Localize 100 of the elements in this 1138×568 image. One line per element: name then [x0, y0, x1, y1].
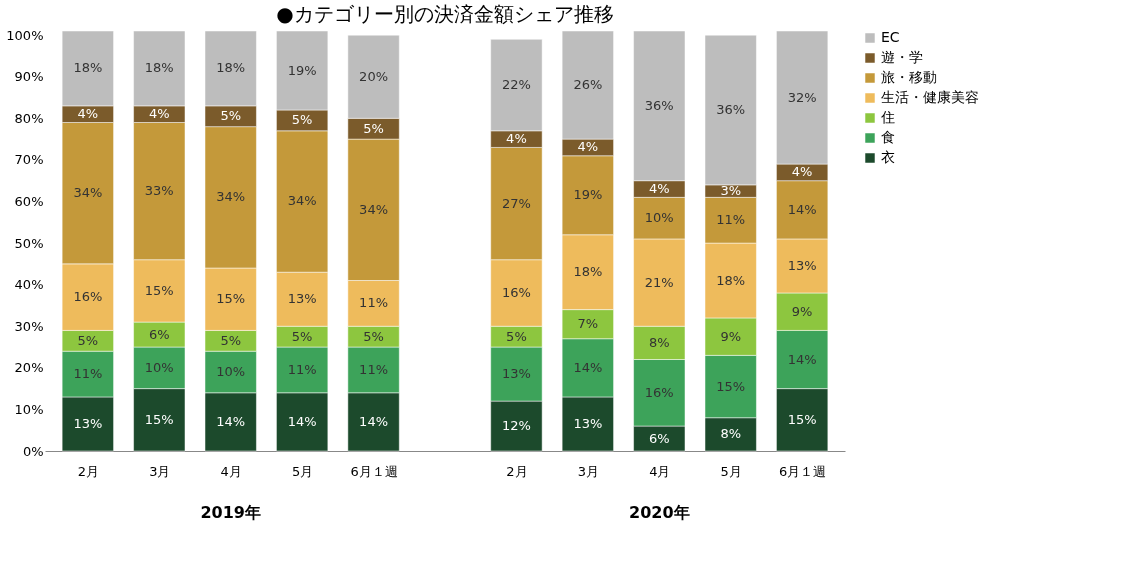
y-tick-label: 10% [14, 401, 44, 417]
data-label: 6% [648, 430, 670, 446]
x-tick-label: 5月 [292, 463, 314, 479]
x-tick-label: 6月１週 [350, 463, 398, 479]
data-label: 15% [216, 291, 246, 307]
data-label: 16% [73, 289, 103, 305]
data-label: 34% [287, 193, 317, 209]
y-tick-label: 50% [14, 235, 44, 251]
data-label: 15% [144, 282, 174, 298]
data-label: 14% [359, 413, 389, 429]
x-tick-label: 4月 [649, 463, 671, 479]
y-tick-label: 100% [6, 27, 44, 43]
data-label: 27% [501, 195, 531, 211]
data-label: 18% [73, 60, 103, 76]
legend-label: 食 [881, 129, 895, 145]
x-tick-label: 3月 [149, 463, 171, 479]
data-label: 8% [720, 426, 742, 442]
data-label: 6% [148, 326, 170, 342]
data-label: 16% [644, 384, 674, 400]
data-label: 19% [573, 187, 603, 203]
x-tick-label: 2月 [506, 463, 528, 479]
data-label: 34% [359, 201, 389, 217]
data-label: 13% [501, 366, 531, 382]
data-label: 15% [716, 378, 746, 394]
data-label: 26% [573, 77, 603, 93]
data-label: 11% [716, 212, 746, 228]
data-label: 5% [77, 332, 99, 348]
data-label: 12% [501, 418, 531, 434]
data-label: 20% [359, 68, 389, 84]
data-label: 14% [287, 413, 317, 429]
data-label: 5% [506, 328, 527, 344]
y-tick-label: 40% [14, 277, 44, 293]
data-label: 11% [359, 361, 389, 377]
data-label: 14% [787, 201, 817, 217]
data-label: 14% [787, 351, 817, 367]
data-label: 32% [787, 89, 817, 105]
x-tick-label: 4月 [220, 463, 242, 479]
data-label: 5% [363, 328, 384, 344]
x-tick-label: 6月１週 [779, 463, 827, 479]
data-label: 21% [644, 274, 674, 290]
data-label: 36% [644, 97, 674, 113]
data-label: 5% [291, 112, 313, 128]
legend-label: 生活・健康美容 [881, 89, 979, 105]
y-tick-label: 70% [14, 152, 44, 168]
text: 2019年 [200, 503, 261, 522]
y-tick-label: 80% [14, 110, 44, 126]
data-label: 18% [144, 60, 174, 76]
data-label: 36% [716, 102, 746, 118]
data-label: 11% [287, 361, 317, 377]
data-label: 4% [148, 106, 170, 122]
data-label: 19% [287, 62, 317, 78]
data-label: 5% [220, 108, 242, 124]
legend-label: EC [881, 29, 900, 45]
data-label: 4% [791, 164, 813, 180]
data-label: 4% [577, 139, 599, 155]
data-label: 4% [648, 181, 670, 197]
data-label: 22% [501, 77, 531, 93]
x-tick-label: 5月 [720, 463, 742, 479]
data-label: 15% [144, 411, 174, 427]
data-label: 34% [216, 189, 246, 205]
data-label: 3% [720, 183, 742, 199]
data-label: 5% [220, 332, 242, 348]
data-label: 9% [720, 328, 742, 344]
data-label: 18% [216, 60, 246, 76]
data-label: 7% [577, 316, 599, 332]
data-label: 9% [791, 303, 813, 319]
data-label: 15% [787, 411, 817, 427]
y-tick-label: 30% [14, 318, 44, 334]
x-tick-label: 3月 [577, 463, 599, 479]
y-tick-label: 90% [14, 69, 44, 85]
legend-label: 衣 [881, 149, 895, 165]
data-label: 18% [716, 272, 746, 288]
data-label: 5% [363, 120, 384, 136]
data-label: 11% [359, 295, 389, 311]
data-label: 5% [291, 328, 313, 344]
legend-label: 旅・移動 [881, 69, 937, 85]
data-label: 34% [73, 185, 103, 201]
data-label: 13% [573, 415, 603, 431]
data-label: 16% [501, 284, 531, 300]
y-tick-label: 20% [14, 360, 44, 376]
data-label: 8% [648, 334, 670, 350]
legend-label: 住 [880, 109, 895, 125]
data-label: 10% [216, 363, 246, 379]
legend-label: 遊・学 [881, 49, 923, 65]
data-label: 4% [506, 131, 527, 147]
y-tick-label: 60% [14, 194, 44, 209]
y-tick-label: 0% [22, 443, 44, 459]
text: 2020年 [629, 503, 690, 522]
data-label: 33% [144, 183, 174, 199]
data-label: 11% [73, 366, 103, 382]
data-label: 14% [573, 359, 603, 375]
data-label: 13% [73, 415, 103, 431]
chart-title: ●カテゴリー別の決済金額シェア推移 [276, 2, 614, 27]
data-label: 4% [77, 106, 99, 122]
data-label: 18% [573, 264, 603, 280]
data-label: 10% [144, 359, 174, 375]
data-label: 10% [644, 210, 674, 226]
x-tick-label: 2月 [77, 463, 99, 479]
data-label: 13% [287, 291, 317, 307]
data-label: 14% [216, 413, 246, 429]
